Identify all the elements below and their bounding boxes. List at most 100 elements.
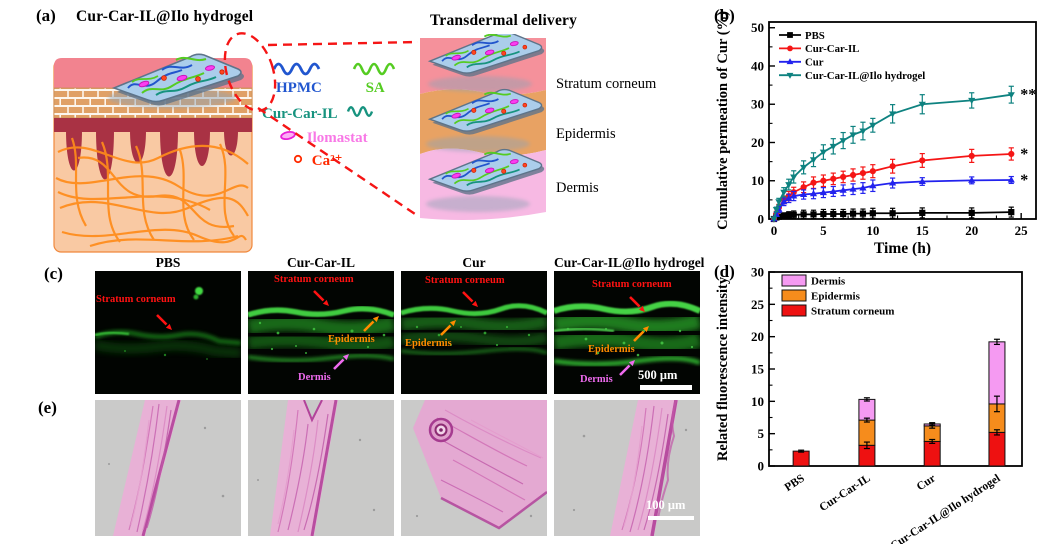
sa-label: SA: [365, 80, 385, 96]
fluorescence-image-curcaril: Stratum corneum Epidermis Dermis: [248, 271, 394, 394]
annotation-epidermis: Epidermis: [405, 338, 452, 349]
fluorescence-art: [554, 271, 700, 394]
histology-image-2: [248, 400, 394, 536]
annotation-arrow: [619, 360, 635, 376]
svg-text:Cur: Cur: [915, 472, 938, 493]
svg-text:30: 30: [751, 265, 764, 280]
legend-row-ca: Ca²⁺: [292, 151, 343, 170]
annotation-arrow: [440, 320, 456, 336]
fluorescence-image-pbs: Stratum corneum: [95, 271, 241, 394]
scale-bar-label: 500 μm: [638, 368, 678, 382]
svg-text:Epidermis: Epidermis: [811, 291, 861, 303]
skin-block-illustration: [53, 53, 253, 253]
svg-text:40: 40: [751, 58, 764, 73]
svg-text:15: 15: [916, 223, 930, 238]
column-header-cur: Cur: [462, 255, 486, 270]
svg-text:Cur-Car-IL@Ilo hydrogel: Cur-Car-IL@Ilo hydrogel: [889, 472, 1003, 544]
column-header-curcaril: Cur-Car-IL: [287, 255, 355, 270]
cur-car-il-wave-icon: [347, 106, 374, 117]
histology-art: [95, 400, 241, 536]
annotation-arrow: [633, 326, 649, 342]
svg-text:15: 15: [751, 362, 765, 377]
svg-text:Time (h): Time (h): [874, 240, 931, 256]
svg-text:Cumulative permeation of Cur (: Cumulative permeation of Cur (%): [715, 11, 731, 230]
layer-label-stratum-corneum: Stratum corneum: [556, 76, 657, 92]
svg-text:10: 10: [751, 394, 764, 409]
layer-label-epidermis: Epidermis: [556, 126, 616, 142]
histology-image-3: [401, 400, 547, 536]
annotation-dermis: Dermis: [580, 374, 613, 385]
svg-text:*: *: [1020, 146, 1028, 163]
fluorescence-art: [248, 271, 394, 394]
annotation-arrow: [462, 291, 478, 307]
calcium-circle-icon: [293, 154, 303, 164]
sa-wave-icon: [352, 62, 395, 76]
annotation-arrow: [363, 316, 379, 332]
annotation-epidermis: Epidermis: [328, 334, 375, 345]
cur-car-il-label: Cur-Car-IL: [262, 106, 337, 122]
annotation-stratum-corneum: Stratum corneum: [96, 294, 176, 305]
svg-text:Cur-Car-IL: Cur-Car-IL: [817, 472, 872, 514]
hpmc-label: HPMC: [276, 80, 322, 96]
column-header-pbs: PBS: [155, 255, 181, 270]
svg-text:PBS: PBS: [783, 472, 807, 494]
svg-text:0: 0: [758, 459, 765, 474]
svg-text:30: 30: [751, 97, 764, 112]
fluorescence-art: [401, 271, 547, 394]
svg-text:20: 20: [751, 135, 764, 150]
fluorescence-column-headers: PBS Cur-Car-IL Cur Cur-Car-IL@Ilo hydrog…: [95, 255, 705, 271]
svg-text:25: 25: [1015, 223, 1029, 238]
histology-art: [554, 400, 700, 536]
annotation-stratum-corneum: Stratum corneum: [592, 279, 672, 290]
svg-text:5: 5: [758, 426, 765, 441]
fluorescence-art: [95, 271, 241, 394]
histology-image-1: [95, 400, 241, 536]
svg-text:*: *: [1020, 172, 1028, 189]
svg-text:0: 0: [758, 212, 765, 227]
column-header-hydrogel: Cur-Car-IL@Ilo hydrogel: [554, 255, 705, 270]
svg-text:PBS: PBS: [805, 30, 825, 42]
svg-text:25: 25: [751, 297, 765, 312]
histology-image-row: 100 μm: [95, 400, 700, 536]
panel-b-label: (b): [714, 6, 735, 25]
annotation-epidermis: Epidermis: [588, 344, 635, 355]
annotation-stratum-corneum: Stratum corneum: [274, 274, 354, 285]
scale-bar-label: 100 μm: [646, 498, 686, 512]
svg-text:5: 5: [820, 223, 827, 238]
annotation-stratum-corneum: Stratum corneum: [425, 275, 505, 286]
panel-d-label: (d): [714, 262, 735, 281]
svg-text:20: 20: [965, 223, 978, 238]
delivery-title: Transdermal delivery: [430, 12, 578, 29]
annotation-arrow: [629, 296, 645, 312]
scale-bar: [640, 385, 692, 390]
svg-text:10: 10: [866, 223, 879, 238]
layer-label-dermis: Dermis: [556, 180, 599, 196]
svg-text:10: 10: [751, 173, 764, 188]
calcium-label: Ca²⁺: [311, 153, 343, 169]
svg-text:0: 0: [771, 223, 778, 238]
permeation-line-chart: 0 5 10 15 20 25 0 10 20 30 40 50 Time (h) Cumulative …: [715, 11, 1037, 256]
fluorescence-image-row: Stratum corneum Stratum corneum Epidermi…: [95, 271, 700, 394]
legend-row-waves: [272, 62, 400, 81]
hpmc-wave-icon: [272, 62, 321, 76]
panel-c-label: (c): [44, 264, 63, 283]
histology-art: [248, 400, 394, 536]
svg-text:**: **: [1020, 87, 1036, 104]
annotation-dermis: Dermis: [298, 372, 331, 383]
fluorescence-image-cur: Stratum corneum Epidermis: [401, 271, 547, 394]
panel-e-label: (e): [38, 398, 57, 417]
histology-art: [401, 400, 547, 536]
scale-bar: [648, 516, 694, 520]
panel-a-label: (a): [36, 6, 56, 25]
ilomastat-label: Ilomastat: [306, 130, 368, 146]
ilomastat-oval-icon: [280, 130, 296, 141]
skin-layers-illustration: [420, 34, 546, 220]
svg-text:50: 50: [751, 20, 764, 35]
svg-text:Cur-Car-IL@Ilo hydrogel: Cur-Car-IL@Ilo hydrogel: [805, 70, 925, 82]
fluorescence-image-hydrogel: Stratum corneum Epidermis Dermis 500 μm: [554, 271, 700, 394]
svg-text:Stratum corneum: Stratum corneum: [811, 306, 894, 318]
svg-text:Cur: Cur: [805, 57, 824, 69]
histology-image-4: 100 μm: [554, 400, 700, 536]
svg-text:Dermis: Dermis: [811, 276, 846, 288]
